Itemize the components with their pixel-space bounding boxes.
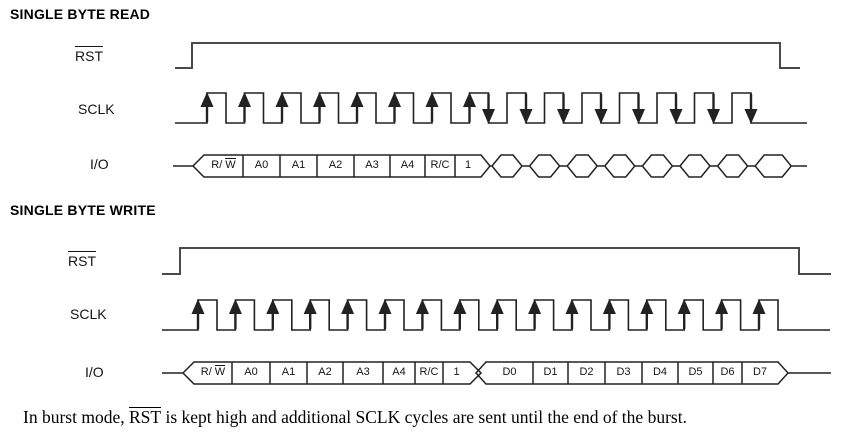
read-io-cell-rc: R/C (430, 159, 450, 171)
sclk-rising-edge-arrowhead-icon (228, 299, 242, 314)
sclk-falling-edge-arrowhead-icon (707, 109, 720, 124)
sclk-rising-edge-arrowhead-icon (490, 299, 504, 314)
sclk-falling-edge-arrowhead-icon (482, 109, 495, 124)
write-rst-label: RST (68, 251, 96, 269)
sclk-falling-edge-arrowhead-icon (632, 109, 645, 124)
sclk-rising-edge-arrowhead-icon (266, 299, 280, 314)
caption-rst-overlined: RST (128, 407, 162, 427)
sclk-rising-edge-arrowhead-icon (415, 299, 429, 314)
write-io-cell-a2: A2 (318, 366, 332, 378)
write-io-cell-d0: D0 (502, 366, 517, 378)
write-io-cell-d4: D4 (652, 366, 668, 378)
write-io-cell-rc: R/C (419, 366, 439, 378)
sclk-rising-edge-arrowhead-icon (463, 92, 476, 107)
caption-text-part1: In burst mode, (23, 407, 129, 427)
read-rst-waveform (175, 42, 800, 69)
read-io-undriven-slots (490, 154, 807, 178)
write-sclk-label: SCLK (70, 306, 107, 322)
read-io-cell-one: 1 (464, 159, 472, 171)
sclk-rising-edge-arrowhead-icon (528, 299, 542, 314)
read-io-cell-a4: A4 (400, 159, 415, 171)
write-io-cell-d1: D1 (543, 366, 558, 378)
write-io-command-bus (162, 361, 483, 385)
sclk-rising-edge-arrowhead-icon (388, 92, 401, 107)
read-rst-label: RST (75, 46, 103, 64)
read-sclk-waveform (175, 92, 807, 124)
read-io-cell-a3: A3 (365, 159, 379, 171)
sclk-rising-edge-arrowhead-icon (191, 299, 205, 314)
sclk-rising-edge-arrowhead-icon (238, 92, 251, 107)
write-io-cell-a1: A1 (281, 366, 296, 378)
sclk-rising-edge-arrowhead-icon (350, 92, 364, 107)
read-io-cell-a2: A2 (328, 159, 343, 171)
sclk-rising-edge-arrowhead-icon (378, 299, 392, 314)
rst-overlined-text: RST (68, 251, 96, 269)
burst-mode-caption: In burst mode, RST is kept high and addi… (23, 407, 687, 428)
write-io-cell-d3: D3 (616, 366, 631, 378)
read-io-cell-rw: R/W (204, 158, 243, 173)
sclk-rising-edge-arrowhead-icon (303, 299, 317, 314)
sclk-falling-edge-arrowhead-icon (744, 109, 758, 124)
sclk-rising-edge-arrowhead-icon (640, 299, 654, 314)
sclk-rising-edge-arrowhead-icon (200, 92, 214, 107)
read-sclk-label: SCLK (78, 101, 115, 117)
read-io-cell-a0: A0 (254, 159, 269, 171)
write-rst-waveform (162, 247, 831, 275)
sclk-rising-edge-arrowhead-icon (425, 92, 439, 107)
write-io-label: I/O (85, 364, 104, 380)
read-io-label: I/O (90, 156, 109, 172)
rw-prefix: R/ (200, 366, 212, 378)
write-io-cell-a0: A0 (244, 366, 258, 378)
write-io-cell-d6: D6 (720, 366, 735, 378)
write-io-cell-d2: D2 (579, 366, 594, 378)
write-io-cell-a3: A3 (356, 366, 370, 378)
sclk-rising-edge-arrowhead-icon (602, 299, 616, 314)
write-section-title: SINGLE BYTE WRITE (10, 202, 156, 218)
read-section-title: SINGLE BYTE READ (10, 6, 151, 22)
sclk-falling-edge-arrowhead-icon (519, 109, 533, 124)
rw-prefix: R/ (211, 159, 223, 171)
sclk-rising-edge-arrowhead-icon (565, 299, 579, 314)
sclk-falling-edge-arrowhead-icon (557, 109, 570, 124)
sclk-rising-edge-arrowhead-icon (275, 92, 289, 107)
read-io-cell-a1: A1 (291, 159, 306, 171)
sclk-falling-edge-arrowhead-icon (669, 109, 683, 124)
write-io-cell-rw: R/W (194, 365, 232, 380)
rw-overlined: W (214, 365, 226, 378)
write-io-cell-a4: A4 (392, 366, 406, 378)
rst-overlined-text: RST (75, 46, 103, 64)
sclk-rising-edge-arrowhead-icon (677, 299, 691, 314)
caption-text-part2: is kept high and additional SCLK cycles … (161, 407, 687, 427)
sclk-rising-edge-arrowhead-icon (453, 299, 467, 314)
write-io-cell-d7: D7 (752, 366, 768, 378)
write-io-cell-d5: D5 (688, 366, 703, 378)
write-io-cell-one: 1 (453, 366, 460, 378)
sclk-falling-edge-arrowhead-icon (594, 109, 608, 124)
sclk-rising-edge-arrowhead-icon (341, 299, 355, 314)
write-sclk-waveform (162, 299, 830, 331)
sclk-rising-edge-arrowhead-icon (313, 92, 326, 107)
sclk-rising-edge-arrowhead-icon (752, 299, 766, 314)
rw-overlined: W (225, 158, 236, 171)
sclk-rising-edge-arrowhead-icon (715, 299, 729, 314)
